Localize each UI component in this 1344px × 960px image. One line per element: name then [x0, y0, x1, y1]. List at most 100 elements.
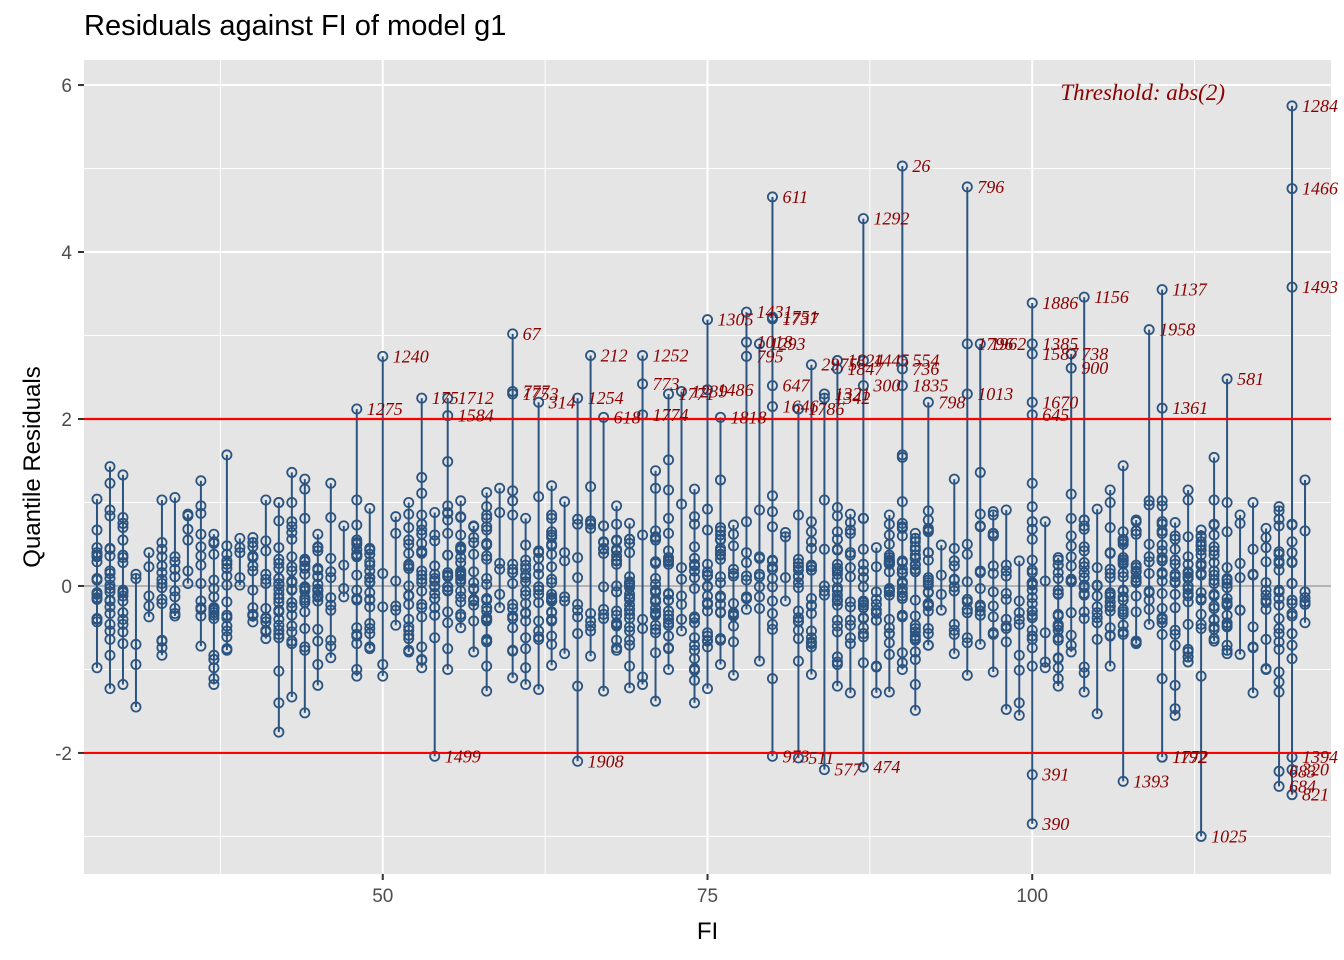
residual-point — [714, 577, 726, 589]
residual-point — [286, 565, 298, 577]
residual-point — [961, 388, 973, 400]
outlier-label: 1824 — [847, 351, 883, 371]
residual-point — [156, 551, 168, 563]
residual-point — [1169, 679, 1181, 691]
residual-point — [753, 504, 765, 516]
residual-segments — [95, 105, 1307, 837]
residual-point — [325, 592, 337, 604]
residual-point — [156, 642, 168, 654]
residual-point — [792, 509, 804, 521]
residual-point — [1169, 554, 1181, 566]
residual-point — [624, 588, 636, 600]
residual-point — [299, 641, 311, 653]
residual-point — [117, 618, 129, 630]
residual-point — [844, 638, 856, 650]
residual-point — [143, 547, 155, 559]
residual-point — [1143, 567, 1155, 579]
residual-point — [416, 392, 428, 404]
residual-point — [676, 613, 688, 625]
residual-point — [1000, 587, 1012, 599]
residual-point — [702, 314, 714, 326]
residual-point — [1234, 648, 1246, 660]
residual-point — [909, 704, 921, 716]
residual-point — [1013, 607, 1025, 619]
residual-point — [1143, 499, 1155, 511]
residual-point — [91, 662, 103, 674]
residual-point — [624, 547, 636, 559]
residual-point — [91, 556, 103, 568]
residual-point — [714, 553, 726, 565]
residual-point — [195, 577, 207, 589]
outlier-label: 1835 — [912, 376, 948, 396]
outlier-label: 777 — [523, 381, 551, 401]
residual-point — [922, 628, 934, 640]
residual-point — [1065, 512, 1077, 524]
residual-point — [520, 589, 532, 601]
residual-point — [195, 595, 207, 607]
residual-point — [169, 563, 181, 575]
residual-point — [922, 579, 934, 591]
residual-point — [727, 636, 739, 648]
residual-point — [403, 633, 415, 645]
residual-point — [857, 543, 869, 555]
residual-point — [247, 541, 259, 553]
residual-point — [156, 598, 168, 610]
residual-point — [766, 595, 778, 607]
residual-point — [1091, 708, 1103, 720]
residual-point — [831, 680, 843, 692]
residual-point — [689, 617, 701, 629]
residual-point — [377, 670, 389, 682]
residual-point — [325, 477, 337, 489]
residual-point — [533, 545, 545, 557]
residual-point — [299, 592, 311, 604]
residual-point — [1156, 539, 1168, 551]
residual-point — [455, 529, 467, 541]
residual-point — [143, 611, 155, 623]
y-axis-title: Quantile Residuals — [19, 366, 46, 567]
residual-point — [221, 625, 233, 637]
residual-point — [650, 607, 662, 619]
residual-point — [961, 548, 973, 560]
residual-point — [883, 613, 895, 625]
outlier-label: 1252 — [653, 346, 689, 366]
residual-point — [533, 568, 545, 580]
residual-point — [481, 578, 493, 590]
residual-point — [195, 610, 207, 622]
residual-point — [1026, 533, 1038, 545]
residual-point — [922, 554, 934, 566]
residual-point — [740, 603, 752, 615]
outlier-label: 67 — [523, 324, 542, 344]
residual-point — [1000, 570, 1012, 582]
residual-point — [156, 494, 168, 506]
residual-point — [753, 655, 765, 667]
residual-point — [468, 537, 480, 549]
residual-point — [91, 592, 103, 604]
residual-point — [1117, 571, 1129, 583]
residual-point — [442, 456, 454, 468]
residual-point — [805, 359, 817, 371]
residual-point — [909, 544, 921, 556]
residual-point — [1169, 588, 1181, 600]
residual-point — [247, 560, 259, 572]
residual-point — [1221, 619, 1233, 631]
residual-point — [481, 512, 493, 524]
residual-point — [1104, 622, 1116, 634]
residual-point — [364, 623, 376, 635]
residual-point — [753, 581, 765, 593]
residual-point — [1169, 576, 1181, 588]
residual-point — [1104, 567, 1116, 579]
outlier-label: 1240 — [393, 346, 429, 366]
residual-point — [533, 584, 545, 596]
residual-point — [818, 764, 830, 776]
residual-point — [546, 659, 558, 671]
residual-point — [1221, 648, 1233, 660]
residual-point — [896, 380, 908, 392]
residual-point — [520, 662, 532, 674]
residual-point — [1208, 451, 1220, 463]
residual-point — [1273, 557, 1285, 569]
residual-point — [1143, 495, 1155, 507]
residual-point — [390, 604, 402, 616]
residual-point — [507, 388, 519, 400]
outlier-label: 1321 — [834, 384, 870, 404]
